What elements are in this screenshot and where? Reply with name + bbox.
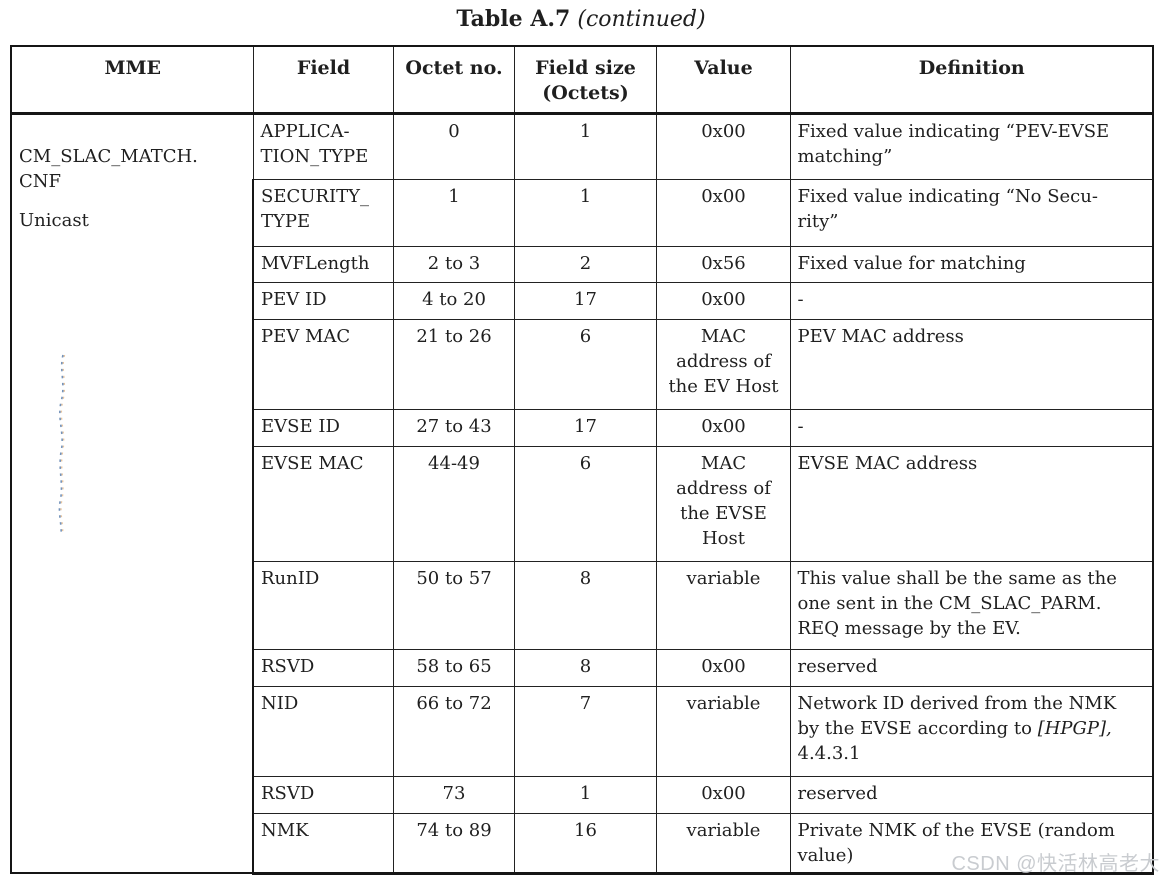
table-row: RunID 50 to 57 8 variable This value sha… xyxy=(11,560,1154,650)
header-definition: Definition xyxy=(789,45,1154,115)
cell-value: 0x56 xyxy=(655,245,791,283)
cell-value: MAC address of the EVSE Host xyxy=(655,445,791,562)
cell-size: 2 xyxy=(513,245,657,283)
cell-definition: EVSE MAC address xyxy=(789,445,1154,562)
cell-octet: 4 to 20 xyxy=(392,281,515,320)
cell-field: EVSE MAC xyxy=(252,445,394,562)
header-value: Value xyxy=(655,45,791,115)
csdn-watermark: CSDN @快活林高老大 xyxy=(951,853,1160,875)
cell-octet: 44-49 xyxy=(392,445,515,562)
cell-value: variable xyxy=(655,812,791,875)
cell-definition: Network ID derived from the NMK by the E… xyxy=(789,685,1154,777)
cell-field: PEV ID xyxy=(252,281,394,320)
header-octet-no: Octet no. xyxy=(392,45,515,115)
mme-cell: CM_SLAC_MATCH. CNF Unicast xyxy=(10,112,254,874)
cell-octet: 1 xyxy=(392,178,515,247)
table-header: MME Field Octet no. Field size (Octets) … xyxy=(10,45,1154,115)
cell-octet: 58 to 65 xyxy=(392,648,515,687)
table-title-number: Table A.7 xyxy=(456,6,571,32)
cell-size: 17 xyxy=(513,281,657,320)
cell-value: variable xyxy=(655,685,791,777)
definition-text: 4.4.3.1 xyxy=(797,742,861,764)
cell-field: SECURITY_ TYPE xyxy=(252,178,394,247)
cell-size: 8 xyxy=(513,560,657,650)
mme-cast-type: Unicast xyxy=(19,209,89,231)
cell-size: 1 xyxy=(513,178,657,247)
cell-field: PEV MAC xyxy=(252,318,394,410)
cell-octet: 73 xyxy=(392,775,515,814)
cell-definition: PEV MAC address xyxy=(789,318,1154,410)
cell-value: 0x00 xyxy=(655,178,791,247)
cell-size: 1 xyxy=(513,112,657,180)
cell-definition: This value shall be the same as the one … xyxy=(789,560,1154,650)
table-body: CM_SLAC_MATCH. CNF Unicast APPLICA- TION… xyxy=(10,112,1154,875)
cell-value: 0x00 xyxy=(655,408,791,447)
cell-octet: 50 to 57 xyxy=(392,560,515,650)
cell-size: 6 xyxy=(513,318,657,410)
table-row: EVSE ID 27 to 43 17 0x00 - xyxy=(11,408,1154,447)
cell-size: 1 xyxy=(513,775,657,814)
cell-octet: 0 xyxy=(392,112,515,180)
cell-size: 6 xyxy=(513,445,657,562)
cell-octet: 66 to 72 xyxy=(392,685,515,777)
header-field: Field xyxy=(252,45,394,115)
table-row: MVFLength 2 to 3 2 0x56 Fixed value for … xyxy=(11,245,1154,283)
header-row: MME Field Octet no. Field size (Octets) … xyxy=(10,45,1154,115)
table-row: NMK 74 to 89 16 variable Private NMK of … xyxy=(11,812,1154,875)
cell-octet: 27 to 43 xyxy=(392,408,515,447)
definition-text: Network ID derived from the NMK by the E… xyxy=(797,692,1117,739)
cell-size: 7 xyxy=(513,685,657,777)
table-row: SECURITY_ TYPE 1 1 0x00 Fixed value indi… xyxy=(11,178,1154,247)
cell-value: MAC address of the EV Host xyxy=(655,318,791,410)
table-row: NID 66 to 72 7 variable Network ID deriv… xyxy=(11,685,1154,777)
cell-field: RSVD xyxy=(252,648,394,687)
definition-reference-italic: [HPGP], xyxy=(1037,717,1112,739)
mme-table: MME Field Octet no. Field size (Octets) … xyxy=(10,45,1154,875)
cell-value: variable xyxy=(655,560,791,650)
cell-size: 16 xyxy=(513,812,657,875)
cell-field: NMK xyxy=(252,812,394,875)
cell-field: APPLICA- TION_TYPE xyxy=(252,112,394,180)
header-field-size: Field size (Octets) xyxy=(513,45,657,115)
cell-field: RunID xyxy=(252,560,394,650)
cell-size: 17 xyxy=(513,408,657,447)
cell-value: 0x00 xyxy=(655,281,791,320)
cell-definition: Fixed value for matching xyxy=(789,245,1154,283)
cell-definition: reserved xyxy=(789,648,1154,687)
cell-value: 0x00 xyxy=(655,775,791,814)
table-container: MME Field Octet no. Field size (Octets) … xyxy=(10,45,1154,875)
cell-definition: - xyxy=(789,281,1154,320)
cell-definition: Fixed value indicating “PEV-EVSE matchin… xyxy=(789,112,1154,180)
cell-value: 0x00 xyxy=(655,648,791,687)
cell-field: NID xyxy=(252,685,394,777)
table-title: Table A.7 (continued) xyxy=(10,6,1152,32)
table-row: PEV ID 4 to 20 17 0x00 - xyxy=(11,281,1154,320)
cell-definition: Private NMK of the EVSE (random value) xyxy=(789,812,1154,875)
cell-field: EVSE ID xyxy=(252,408,394,447)
cell-octet: 2 to 3 xyxy=(392,245,515,283)
cell-size: 8 xyxy=(513,648,657,687)
table-title-continued: (continued) xyxy=(577,7,706,32)
mme-message-name: CM_SLAC_MATCH. CNF xyxy=(19,145,198,192)
cell-octet: 74 to 89 xyxy=(392,812,515,875)
cell-value: 0x00 xyxy=(655,112,791,180)
cell-definition: reserved xyxy=(789,775,1154,814)
header-mme: MME xyxy=(10,45,254,115)
cell-definition: - xyxy=(789,408,1154,447)
cell-octet: 21 to 26 xyxy=(392,318,515,410)
cell-field: MVFLength xyxy=(252,245,394,283)
cell-definition: Fixed value indicating “No Secu- rity” xyxy=(789,178,1154,247)
cell-field: RSVD xyxy=(252,775,394,814)
table-row: CM_SLAC_MATCH. CNF Unicast APPLICA- TION… xyxy=(10,112,1154,874)
